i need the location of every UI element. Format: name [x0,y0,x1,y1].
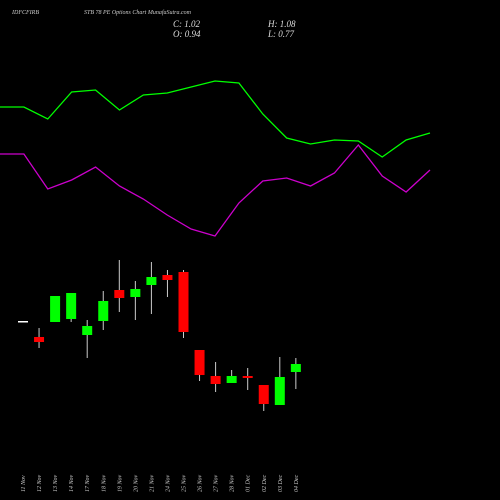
indicator-line [0,143,431,237]
candle-body [130,289,141,297]
candle-body [210,376,221,384]
candle-body [162,275,173,280]
candle-body [290,364,301,372]
x-tick-label: 24 Nov [164,474,171,492]
x-tick-label: 26 Nov [198,474,204,492]
candle-body [274,377,285,405]
symbol: IDFCFIRB [11,10,39,16]
candle-body [82,326,93,335]
open-label: O: 0.94 [173,29,201,39]
x-tick-label: 12 Nov [37,474,43,492]
x-tick-label: 18 Nov [101,474,107,492]
x-tick-label: 28 Nov [230,474,236,492]
close-label: C: 1.02 [173,19,201,29]
x-tick-label: 02 Dec [262,475,268,492]
x-tick-label: 17 Nov [85,474,91,492]
x-tick-label: 19 Nov [117,474,123,492]
x-tick-label: 03 Dec [278,475,284,492]
x-tick-label: 11 Nov [21,475,27,492]
low-label: L: 0.77 [267,29,295,39]
x-tick-label: 04 Dec [293,475,300,492]
candle-body [50,296,61,322]
x-tick-label: 14 Nov [68,474,75,492]
candle-body [242,376,253,378]
candle-body [146,277,157,285]
high-label: H: 1.08 [267,19,296,29]
candle-body [178,272,189,332]
x-tick-label: 27 Nov [214,474,220,492]
x-tick-label: 13 Nov [53,474,59,492]
candle-body [18,321,28,323]
x-tick-label: 20 Nov [133,474,139,492]
candle-body [114,290,125,298]
subtitle: STB 78 PE Options Chart MunafaSutra.com [84,9,192,16]
candle-body [194,350,205,375]
x-tick-label: 25 Nov [182,474,188,492]
indicator-line [0,80,431,158]
candle-body [66,293,77,319]
candle-body [34,337,45,342]
candle-body [226,376,237,383]
candle-body [98,301,109,321]
x-tick-label: 01 Dec [246,475,252,492]
x-tick-label: 21 Nov [149,474,155,492]
candle-body [258,385,269,404]
